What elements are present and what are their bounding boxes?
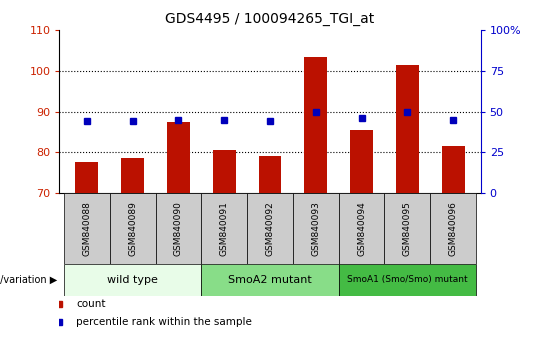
Text: wild type: wild type: [107, 275, 158, 285]
Bar: [259, 156, 281, 193]
Bar: [442, 146, 464, 193]
Bar: [201, 264, 339, 296]
Bar: [121, 158, 144, 193]
Text: count: count: [76, 299, 106, 309]
Bar: [350, 130, 373, 193]
Text: GSM840094: GSM840094: [357, 201, 366, 256]
Bar: [247, 193, 293, 264]
Text: GSM840090: GSM840090: [174, 201, 183, 256]
Bar: [76, 162, 98, 193]
Text: GSM840091: GSM840091: [220, 201, 229, 256]
Bar: [339, 193, 384, 264]
Bar: [64, 264, 201, 296]
Bar: [64, 193, 110, 264]
Text: percentile rank within the sample: percentile rank within the sample: [76, 317, 252, 327]
Bar: [305, 57, 327, 193]
Bar: [430, 193, 476, 264]
Bar: [384, 193, 430, 264]
Bar: [213, 150, 235, 193]
Title: GDS4495 / 100094265_TGI_at: GDS4495 / 100094265_TGI_at: [165, 12, 375, 26]
Bar: [156, 193, 201, 264]
Bar: [339, 264, 476, 296]
Bar: [396, 65, 419, 193]
Text: GSM840096: GSM840096: [449, 201, 457, 256]
Bar: [110, 193, 156, 264]
Text: SmoA1 (Smo/Smo) mutant: SmoA1 (Smo/Smo) mutant: [347, 275, 468, 284]
Text: GSM840088: GSM840088: [83, 201, 91, 256]
Bar: [201, 193, 247, 264]
Bar: [293, 193, 339, 264]
Text: GSM840089: GSM840089: [128, 201, 137, 256]
Bar: [167, 122, 190, 193]
Text: GSM840095: GSM840095: [403, 201, 412, 256]
Text: SmoA2 mutant: SmoA2 mutant: [228, 275, 312, 285]
Text: GSM840093: GSM840093: [311, 201, 320, 256]
Text: GSM840092: GSM840092: [266, 201, 274, 256]
Text: genotype/variation ▶: genotype/variation ▶: [0, 275, 57, 285]
